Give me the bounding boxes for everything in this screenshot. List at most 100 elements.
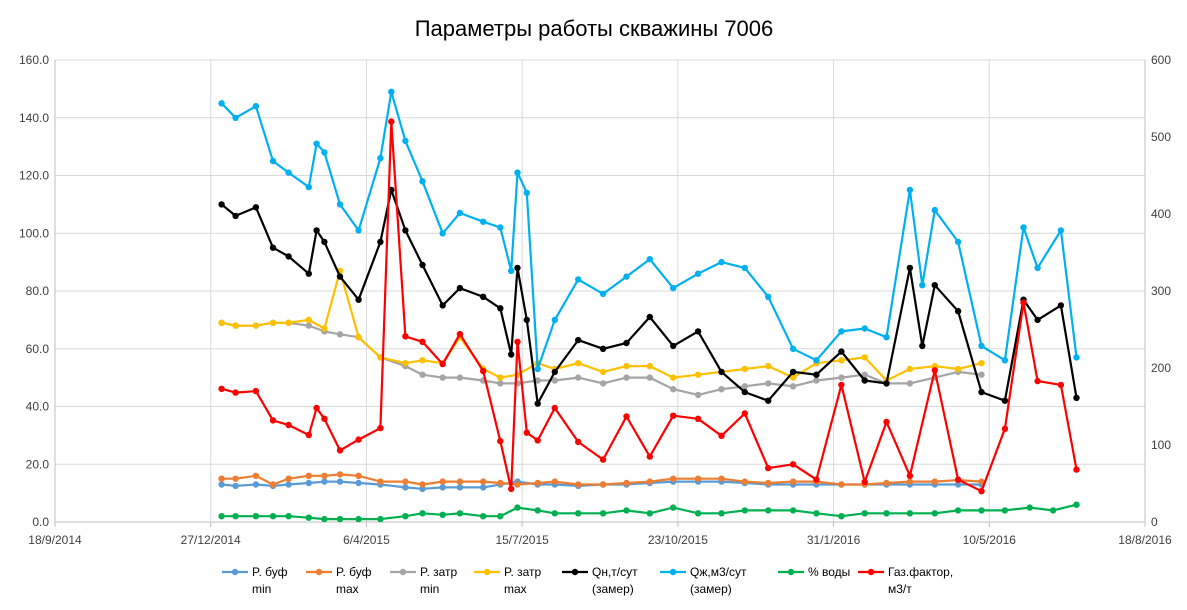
data-point bbox=[321, 415, 328, 422]
data-point bbox=[765, 380, 772, 387]
data-point bbox=[480, 478, 487, 485]
data-point bbox=[402, 513, 409, 520]
data-point bbox=[355, 436, 362, 443]
data-point bbox=[623, 413, 630, 420]
data-point bbox=[285, 253, 292, 260]
data-point bbox=[861, 325, 868, 332]
data-point bbox=[646, 453, 653, 460]
y-right-tick-label: 400 bbox=[1151, 207, 1171, 221]
data-point bbox=[439, 478, 446, 485]
data-point bbox=[954, 308, 962, 315]
y-right-tick-label: 100 bbox=[1151, 438, 1171, 452]
data-point bbox=[305, 479, 312, 487]
data-point bbox=[646, 313, 653, 321]
legend-marker bbox=[483, 568, 491, 576]
legend-item: P. затр min bbox=[390, 565, 458, 596]
data-point bbox=[514, 169, 521, 176]
y-left-tick-label: 140.0 bbox=[19, 111, 49, 125]
data-point bbox=[439, 302, 446, 309]
data-point bbox=[456, 209, 464, 217]
data-point bbox=[954, 476, 962, 483]
data-point bbox=[252, 387, 260, 395]
data-point bbox=[813, 377, 820, 384]
data-point bbox=[419, 357, 426, 364]
data-point bbox=[269, 244, 277, 251]
data-point bbox=[599, 481, 607, 488]
data-point bbox=[741, 507, 748, 514]
data-point bbox=[954, 238, 962, 246]
data-point bbox=[480, 293, 487, 300]
chart-title: Параметры работы скважины 7006 bbox=[415, 16, 774, 41]
data-point bbox=[978, 388, 985, 396]
data-point bbox=[419, 178, 426, 185]
data-point bbox=[623, 507, 630, 514]
data-point bbox=[646, 256, 653, 263]
data-point bbox=[906, 478, 914, 485]
legend-item: Газ.фактор, м3/т bbox=[858, 565, 953, 596]
data-point bbox=[646, 510, 653, 517]
legend-label: (замер) bbox=[690, 582, 732, 596]
data-point bbox=[232, 482, 239, 490]
data-point bbox=[741, 365, 748, 373]
data-point bbox=[1001, 507, 1009, 514]
data-point bbox=[456, 374, 464, 381]
series-6 bbox=[218, 88, 1080, 373]
legend-label: P. буф bbox=[252, 565, 288, 579]
data-point bbox=[252, 103, 260, 110]
data-point bbox=[1057, 302, 1065, 309]
data-point bbox=[694, 415, 702, 422]
legend-item: P. затр max bbox=[474, 565, 542, 596]
data-point bbox=[497, 305, 504, 312]
x-tick-label: 18/8/2016 bbox=[1118, 533, 1172, 547]
data-point bbox=[1034, 264, 1041, 272]
y-left-tick-label: 100.0 bbox=[19, 226, 49, 240]
series-layer bbox=[218, 88, 1080, 523]
series-8 bbox=[218, 118, 1080, 495]
data-point bbox=[534, 400, 541, 407]
data-point bbox=[883, 380, 890, 387]
data-point bbox=[313, 140, 320, 147]
legend-marker bbox=[571, 568, 579, 576]
data-point bbox=[906, 186, 914, 194]
data-point bbox=[765, 397, 772, 404]
data-point bbox=[456, 510, 464, 517]
data-point bbox=[599, 290, 607, 298]
data-point bbox=[321, 478, 328, 485]
data-point bbox=[336, 471, 344, 478]
data-point bbox=[402, 484, 409, 491]
data-point bbox=[838, 381, 845, 389]
data-point bbox=[534, 377, 541, 384]
data-point bbox=[232, 389, 239, 396]
data-point bbox=[456, 478, 464, 485]
legend-label: м3/т bbox=[888, 582, 912, 596]
legend-marker bbox=[787, 568, 795, 576]
data-point bbox=[789, 461, 797, 468]
data-point bbox=[377, 155, 384, 162]
data-point bbox=[514, 504, 521, 511]
data-point bbox=[551, 377, 558, 384]
data-point bbox=[269, 513, 277, 520]
y-left-tick-label: 0.0 bbox=[32, 515, 49, 529]
data-point bbox=[575, 438, 582, 446]
data-point bbox=[551, 404, 558, 412]
data-point bbox=[355, 479, 362, 487]
data-point bbox=[218, 513, 225, 520]
data-point bbox=[623, 479, 630, 487]
data-point bbox=[861, 354, 868, 361]
data-point bbox=[269, 319, 277, 326]
data-point bbox=[838, 513, 845, 520]
data-point bbox=[789, 345, 797, 352]
legend-label: P. затр bbox=[420, 565, 458, 579]
data-point bbox=[232, 322, 239, 329]
data-point bbox=[954, 365, 962, 373]
data-point bbox=[218, 100, 225, 107]
y-left-tick-label: 160.0 bbox=[19, 53, 49, 67]
data-point bbox=[883, 334, 890, 341]
y-right-tick-label: 300 bbox=[1151, 284, 1171, 298]
data-point bbox=[670, 504, 677, 511]
data-point bbox=[321, 472, 328, 479]
data-point bbox=[718, 475, 725, 482]
data-point bbox=[480, 513, 487, 520]
data-point bbox=[336, 273, 344, 280]
